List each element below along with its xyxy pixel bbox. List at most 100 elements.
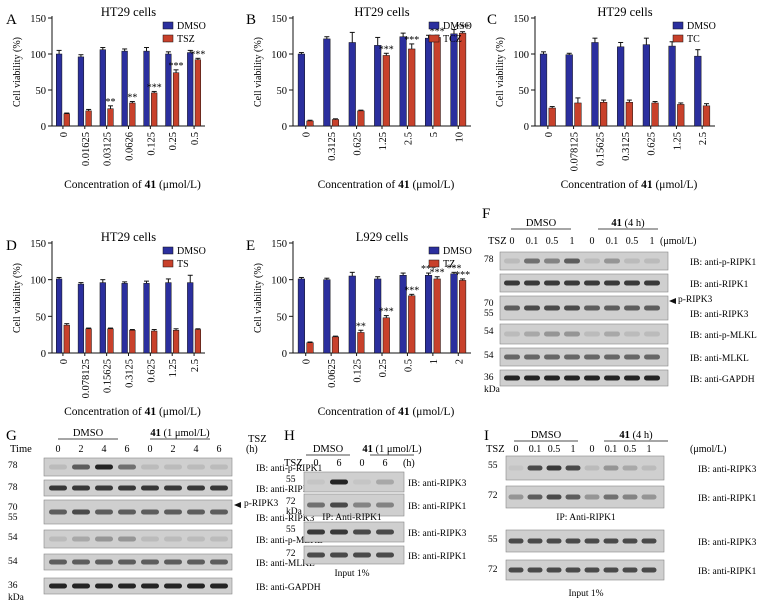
y-tick-label: 50 bbox=[36, 312, 47, 323]
chart-title: HT29 cells bbox=[101, 5, 156, 19]
chart-panel-e: E L929 cells 0 50 100 150 Cell viability (%) 0 0… bbox=[246, 230, 472, 418]
mw-marker: 78 bbox=[8, 461, 18, 471]
blot-band bbox=[72, 583, 90, 589]
bar-ts bbox=[194, 329, 202, 354]
antibody-label: IB: anti-RIPK1 bbox=[408, 552, 467, 562]
blot-band bbox=[564, 258, 580, 264]
chart-panel-a: A HT29 cells 0 50 100 150 Cell viability (%) 0 0… bbox=[6, 5, 206, 191]
bar-tcz bbox=[331, 119, 340, 127]
bar-tc bbox=[651, 102, 659, 127]
lane-unit: (μmol/L) bbox=[690, 444, 726, 455]
bar-tc bbox=[574, 102, 582, 127]
blot-band bbox=[546, 538, 562, 544]
y-tick-label: 0 bbox=[524, 122, 529, 133]
lane-label: 6 bbox=[337, 458, 342, 469]
chart-panel-b: B HT29 cells 0 50 100 150 Cell viability (%) 0 0… bbox=[246, 5, 472, 191]
blot-band bbox=[641, 567, 657, 573]
bar-dmso bbox=[348, 42, 356, 127]
y-tick-label: 150 bbox=[271, 239, 287, 250]
bar-tc bbox=[600, 101, 608, 127]
blot-membrane bbox=[505, 485, 665, 509]
lane-label: 6 bbox=[383, 458, 388, 469]
significance-label: *** bbox=[379, 44, 394, 55]
blot-band bbox=[544, 305, 560, 311]
compound-condition: (1 μmol/L) bbox=[161, 428, 210, 439]
x-tick-label: 0.3125 bbox=[125, 359, 136, 388]
panel-letter: B bbox=[246, 12, 256, 28]
bar-tcz bbox=[357, 110, 365, 127]
blot-band bbox=[527, 465, 543, 471]
x-tick-label: 2 bbox=[454, 359, 465, 364]
bar-tcz bbox=[382, 55, 390, 127]
blot-band bbox=[584, 567, 600, 573]
kda-label: kDa bbox=[484, 385, 501, 395]
input-caption: Input 1% bbox=[568, 589, 603, 599]
bar-dmso bbox=[399, 36, 407, 127]
group-label-control: DMSO bbox=[531, 430, 562, 441]
blot-band bbox=[508, 538, 524, 544]
x-tick-label: 1.25 bbox=[672, 132, 683, 150]
blot-band bbox=[118, 559, 136, 565]
blot-band bbox=[504, 375, 520, 381]
blot-band bbox=[141, 536, 159, 542]
y-tick-label: 100 bbox=[30, 276, 46, 287]
lane-label: 0 bbox=[510, 236, 515, 247]
blot-membrane bbox=[303, 493, 405, 517]
band-annotation: p-RIPK3 bbox=[678, 295, 713, 305]
blot-band bbox=[95, 509, 113, 515]
panel-letter: A bbox=[6, 12, 17, 28]
blot-band bbox=[187, 583, 205, 589]
lane-label: 0 bbox=[314, 458, 319, 469]
blot-band bbox=[544, 375, 560, 381]
x-tick-label: 0.0626 bbox=[125, 132, 136, 161]
arrow-icon bbox=[669, 298, 676, 304]
blot-band bbox=[95, 485, 113, 491]
bar-dmso bbox=[424, 275, 433, 354]
y-tick-label: 50 bbox=[277, 312, 288, 323]
x-tick-label: 0.125 bbox=[353, 359, 364, 383]
blot-band bbox=[353, 552, 371, 558]
panel-letter: E bbox=[246, 238, 255, 254]
mw-marker: 55 bbox=[488, 535, 498, 545]
x-axis-label: Concentration of 41 (μmol/L) bbox=[318, 406, 455, 418]
bar-tz bbox=[433, 278, 441, 354]
x-tick-label: 0.25 bbox=[168, 132, 179, 150]
mw-marker: 55 bbox=[286, 475, 296, 485]
blot-band bbox=[604, 354, 620, 360]
y-tick-label: 150 bbox=[30, 239, 46, 250]
x-axis-label: Concentration of 41 (μmol/L) bbox=[318, 179, 455, 191]
lane-label: 0 bbox=[514, 444, 519, 455]
blot-band bbox=[72, 485, 90, 491]
blot-band bbox=[644, 375, 660, 381]
lane-row-label: Time bbox=[10, 444, 32, 455]
group-label-compound: 41 (4 h) bbox=[611, 218, 645, 229]
blot-band bbox=[544, 280, 560, 286]
significance-label: *** bbox=[169, 61, 184, 72]
x-tick-label: 0 bbox=[59, 132, 70, 137]
significance-label: *** bbox=[404, 285, 419, 296]
x-tick-label: 0.3125 bbox=[621, 132, 632, 161]
y-tick-label: 0 bbox=[41, 122, 46, 133]
legend-label: TZ bbox=[443, 259, 455, 270]
legend-swatch bbox=[162, 259, 174, 268]
blot-band bbox=[330, 552, 348, 558]
blot-membrane bbox=[43, 457, 233, 477]
lane-row-label: TSZ bbox=[284, 458, 303, 469]
blot-band bbox=[72, 559, 90, 565]
bar-tz bbox=[306, 342, 314, 354]
lane-label: 0.1 bbox=[526, 236, 539, 247]
x-tick-label: 2.5 bbox=[190, 359, 201, 372]
y-axis-label: Cell viability (%) bbox=[495, 37, 506, 107]
x-tick-label: 0.5 bbox=[403, 359, 414, 372]
mw-marker: 54 bbox=[484, 327, 494, 337]
bar-tcz bbox=[408, 48, 416, 127]
blot-band bbox=[603, 538, 619, 544]
blot-band bbox=[624, 305, 640, 311]
blot-band bbox=[624, 258, 640, 264]
legend-swatch bbox=[672, 21, 684, 30]
legend-swatch bbox=[428, 34, 440, 43]
lane-label: 1 bbox=[647, 444, 652, 455]
blot-band bbox=[527, 494, 543, 500]
mw-marker: 55 bbox=[484, 309, 494, 319]
blot-band bbox=[584, 538, 600, 544]
